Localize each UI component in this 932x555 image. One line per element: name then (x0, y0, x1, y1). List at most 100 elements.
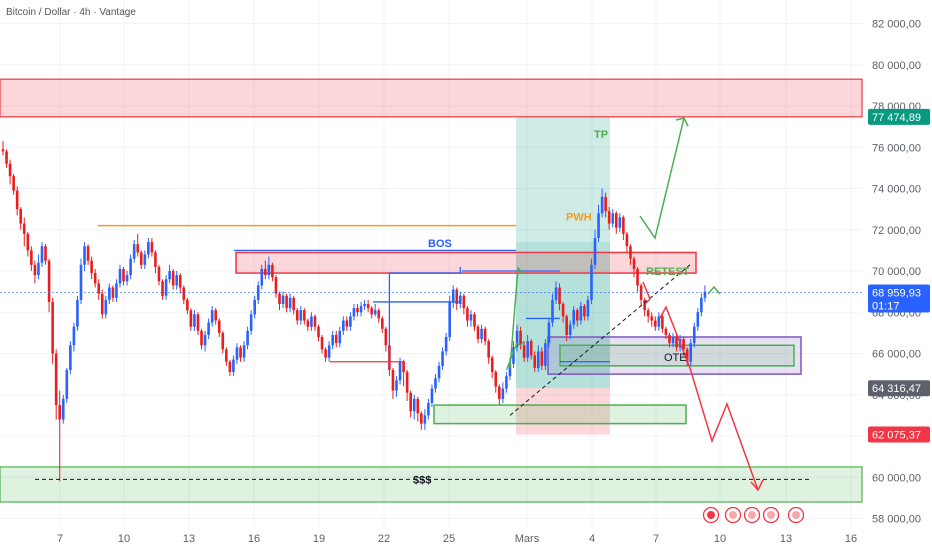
candle-body (15, 190, 19, 210)
candle-body (427, 403, 430, 416)
candle-body (444, 337, 448, 352)
candle-body (93, 273, 97, 284)
candle-body (58, 405, 62, 420)
x-tick-label: 7 (653, 533, 659, 545)
candle-body (157, 266, 161, 282)
candle-body (214, 310, 217, 321)
candle-body (696, 312, 700, 327)
candle-body (310, 316, 313, 327)
candle-body (671, 337, 675, 344)
candle-body (285, 295, 288, 309)
candle-body (225, 349, 228, 362)
candle-body (203, 334, 207, 346)
candle-body (423, 415, 427, 424)
candle-body (264, 268, 267, 276)
ote-label: OTE (664, 352, 687, 364)
candle-body (221, 332, 225, 350)
candle-body (554, 287, 558, 300)
candle-body (235, 347, 239, 360)
candle-body (313, 316, 317, 327)
retest-label: RETEST (646, 266, 690, 278)
candle-body (689, 343, 693, 362)
us-flag-icon (792, 511, 800, 519)
candle-body (664, 328, 668, 335)
candle-body (643, 299, 646, 311)
stop-zone (516, 388, 610, 435)
candle-body (1, 149, 5, 152)
candle-body (171, 271, 175, 286)
candle-body (178, 275, 182, 288)
candle-body (501, 388, 505, 399)
x-tick-label: Mars (515, 533, 540, 545)
x-tick-label: 4 (589, 533, 595, 545)
candle-body (164, 279, 168, 296)
candle-body (83, 246, 86, 265)
candle-body (37, 262, 40, 276)
zones (0, 78, 863, 503)
candle-body (61, 398, 65, 420)
y-tick-label: 66 000,00 (872, 349, 921, 361)
candle-body (72, 326, 76, 346)
price-label-text: 64 316,47 (872, 383, 921, 395)
candle-body (636, 268, 639, 286)
ote-zone (547, 336, 802, 375)
y-tick-label: 72 000,00 (872, 225, 921, 237)
candle-body (625, 233, 629, 247)
candle-body (459, 295, 462, 304)
event-icons[interactable] (702, 506, 805, 524)
candle-body (377, 310, 381, 319)
price-label-box (868, 380, 930, 397)
x-tick-label: 13 (780, 533, 792, 545)
candle-body (490, 357, 494, 373)
candle-body (30, 250, 33, 265)
candle-body (593, 238, 597, 265)
x-axis[interactable]: 7 10 13 16 19 22 25 Mars 4 7 10 13 16 (57, 533, 857, 545)
up-arrowhead (707, 285, 721, 295)
candle-body (494, 372, 498, 387)
candle-body (22, 223, 26, 234)
candle-body (618, 217, 622, 228)
candle-body (373, 310, 377, 315)
candle-body (600, 196, 604, 214)
candle-body (575, 310, 579, 321)
candle-body (320, 337, 324, 350)
candle-body (668, 334, 671, 344)
candle-body (614, 213, 618, 228)
candle-body (568, 324, 572, 335)
candle-body (242, 345, 246, 358)
price-label-text: 68 959,93 (872, 287, 921, 299)
candle-body (540, 351, 544, 366)
candle-body (44, 246, 47, 261)
projection-tp (639, 117, 685, 240)
candle-body (8, 163, 12, 177)
x-tick-label: 7 (57, 533, 63, 545)
y-tick-label: 58 000,00 (872, 514, 921, 526)
candle-body (586, 299, 590, 317)
candle-body (572, 310, 576, 325)
candle-body (430, 388, 434, 403)
candle-body (342, 320, 345, 331)
candle-body (356, 308, 359, 313)
candle-body (405, 372, 409, 393)
candle-body (5, 151, 8, 164)
candle-body (381, 318, 384, 329)
candle-body (281, 295, 285, 304)
candle-body (370, 308, 373, 315)
candle-body (338, 330, 342, 344)
candle-body (239, 347, 242, 358)
pwh-label: PWH (566, 212, 592, 224)
candle-body (508, 363, 512, 377)
y-tick-label: 82 000,00 (872, 19, 921, 31)
x-tick-label: 16 (845, 533, 857, 545)
candle-body (529, 341, 533, 356)
candle-body (448, 301, 451, 337)
candle-body (33, 264, 37, 276)
candle-body (551, 299, 554, 323)
candle-body (86, 246, 90, 261)
drawings: PWH BOS RETEST TP OTE $$$ (0, 117, 862, 492)
candle-body (256, 285, 260, 300)
candle-body (115, 283, 118, 298)
